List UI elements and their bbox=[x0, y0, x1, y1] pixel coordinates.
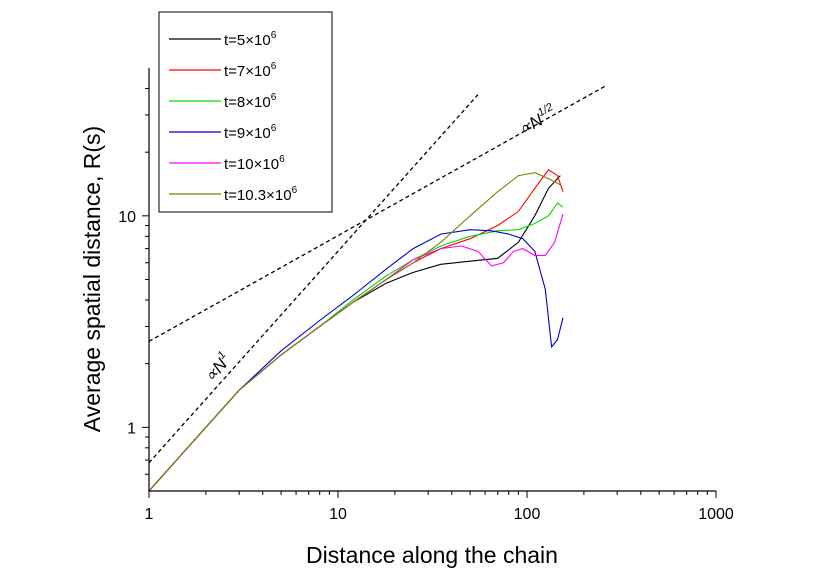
x-tick-label: 10 bbox=[329, 506, 347, 523]
legend-label-exponent: 6 bbox=[292, 185, 298, 196]
series-line-2 bbox=[149, 169, 564, 491]
legend-label-base: t=10×10 bbox=[224, 156, 279, 173]
legend-label: t=10.3×106 bbox=[224, 185, 298, 204]
y-axis-title: Average spatial distance, R(s) bbox=[79, 126, 105, 432]
series-line-6 bbox=[149, 172, 561, 491]
legend-label-base: t=8×10 bbox=[224, 94, 271, 111]
legend-label-exponent: 6 bbox=[271, 92, 277, 103]
legend-label-base: t=5×10 bbox=[224, 32, 271, 49]
legend-label-base: t=9×10 bbox=[224, 125, 271, 142]
x-axis-title: Distance along the chain bbox=[306, 542, 558, 568]
reference-line-label: ∝N1 bbox=[199, 349, 235, 386]
reference-line-label: ∝N1/2 bbox=[514, 101, 559, 139]
legend-label: t=7×106 bbox=[224, 61, 277, 80]
x-tick-label: 1000 bbox=[698, 506, 734, 523]
legend-label: t=8×106 bbox=[224, 92, 277, 111]
legend-label: t=5×106 bbox=[224, 30, 277, 49]
x-tick-label: 100 bbox=[514, 506, 541, 523]
y-tick-label: 1 bbox=[127, 420, 136, 437]
legend-label-exponent: 6 bbox=[279, 154, 285, 165]
reference-line-n-half bbox=[149, 85, 606, 342]
legend-label: t=10×106 bbox=[224, 154, 285, 173]
series-line-4 bbox=[149, 229, 564, 491]
legend-label-exponent: 6 bbox=[271, 61, 277, 72]
legend-label-base: t=10.3×10 bbox=[224, 187, 292, 204]
series-line-1 bbox=[149, 175, 561, 491]
series-line-3 bbox=[149, 202, 564, 491]
reference-label-base: ∝N bbox=[201, 354, 232, 385]
legend-label-exponent: 6 bbox=[271, 30, 277, 41]
x-tick-label: 1 bbox=[145, 506, 154, 523]
legend-label-base: t=7×10 bbox=[224, 63, 271, 80]
legend-label-exponent: 6 bbox=[271, 123, 277, 134]
legend: t=5×106t=7×106t=8×106t=9×106t=10×106t=10… bbox=[158, 11, 333, 213]
y-tick-label: 10 bbox=[118, 209, 136, 226]
legend-box bbox=[158, 11, 333, 213]
legend-label: t=9×106 bbox=[224, 123, 277, 142]
reference-line-n1 bbox=[149, 94, 479, 464]
